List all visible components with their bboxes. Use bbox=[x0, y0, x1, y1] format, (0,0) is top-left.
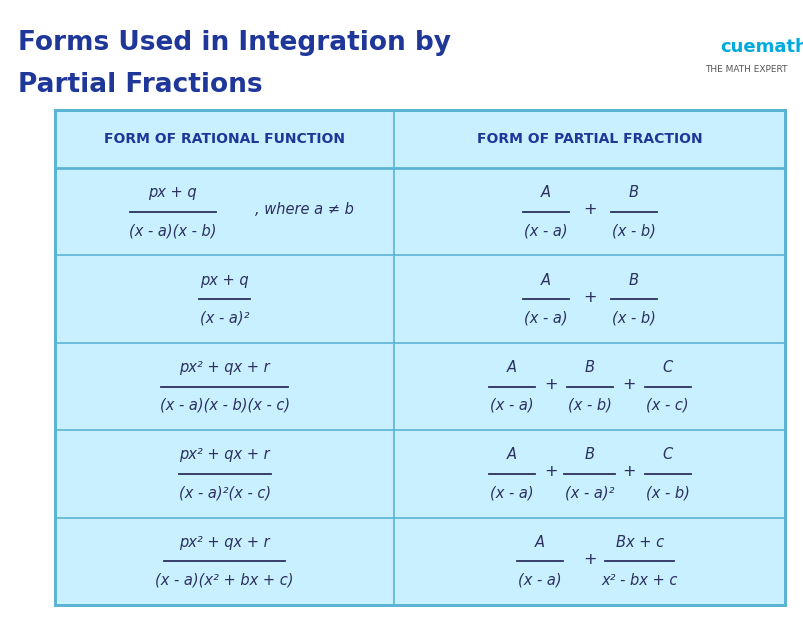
Text: B: B bbox=[628, 272, 638, 288]
Text: (x - c): (x - c) bbox=[646, 398, 688, 413]
Text: x² - bx + c: x² - bx + c bbox=[601, 573, 677, 588]
Text: (x - a)²(x - c): (x - a)²(x - c) bbox=[178, 485, 271, 500]
Text: B: B bbox=[584, 360, 594, 375]
Text: (x - b): (x - b) bbox=[611, 223, 655, 238]
Text: C: C bbox=[662, 448, 672, 462]
Text: (x - b): (x - b) bbox=[567, 398, 611, 413]
Text: +: + bbox=[582, 290, 596, 305]
Bar bbox=[55, 110, 784, 605]
Text: cuemath: cuemath bbox=[719, 38, 803, 56]
Text: +: + bbox=[544, 464, 556, 479]
Text: A: A bbox=[540, 272, 550, 288]
Text: (x - b): (x - b) bbox=[645, 485, 689, 500]
Text: B: B bbox=[628, 185, 638, 200]
Text: FORM OF RATIONAL FUNCTION: FORM OF RATIONAL FUNCTION bbox=[104, 132, 344, 146]
Bar bbox=[55, 110, 784, 605]
Text: B: B bbox=[584, 448, 594, 462]
Text: (x - a)(x - b): (x - a)(x - b) bbox=[128, 223, 216, 238]
Text: px² + qx + r: px² + qx + r bbox=[179, 448, 270, 462]
Text: A: A bbox=[540, 185, 550, 200]
Text: FORM OF PARTIAL FRACTION: FORM OF PARTIAL FRACTION bbox=[476, 132, 702, 146]
Text: Partial Fractions: Partial Fractions bbox=[18, 72, 263, 98]
Text: , where a ≠ b: , where a ≠ b bbox=[255, 202, 353, 217]
Text: (x - a)(x² + bx + c): (x - a)(x² + bx + c) bbox=[155, 573, 294, 588]
Text: px + q: px + q bbox=[149, 185, 197, 200]
Text: (x - a): (x - a) bbox=[524, 311, 567, 326]
Text: (x - a)²: (x - a)² bbox=[200, 311, 249, 326]
Text: (x - a): (x - a) bbox=[517, 573, 560, 588]
Text: Bx + c: Bx + c bbox=[615, 535, 663, 550]
Text: (x - b): (x - b) bbox=[611, 311, 655, 326]
Text: A: A bbox=[534, 535, 544, 550]
Text: (x - a)(x - b)(x - c): (x - a)(x - b)(x - c) bbox=[160, 398, 289, 413]
Text: +: + bbox=[622, 464, 634, 479]
Text: (x - a): (x - a) bbox=[489, 398, 533, 413]
Text: px + q: px + q bbox=[200, 272, 249, 288]
Text: px² + qx + r: px² + qx + r bbox=[179, 535, 270, 550]
Text: (x - a)²: (x - a)² bbox=[565, 485, 613, 500]
Text: THE MATH EXPERT: THE MATH EXPERT bbox=[704, 65, 786, 74]
Text: (x - a): (x - a) bbox=[524, 223, 567, 238]
Text: (x - a): (x - a) bbox=[489, 485, 533, 500]
Text: +: + bbox=[582, 202, 596, 217]
Text: +: + bbox=[582, 552, 596, 567]
Text: px² + qx + r: px² + qx + r bbox=[179, 360, 270, 375]
Text: A: A bbox=[506, 448, 516, 462]
Text: +: + bbox=[544, 377, 556, 392]
Text: C: C bbox=[662, 360, 672, 375]
Text: A: A bbox=[506, 360, 516, 375]
Text: +: + bbox=[622, 377, 634, 392]
Text: Forms Used in Integration by: Forms Used in Integration by bbox=[18, 30, 450, 56]
